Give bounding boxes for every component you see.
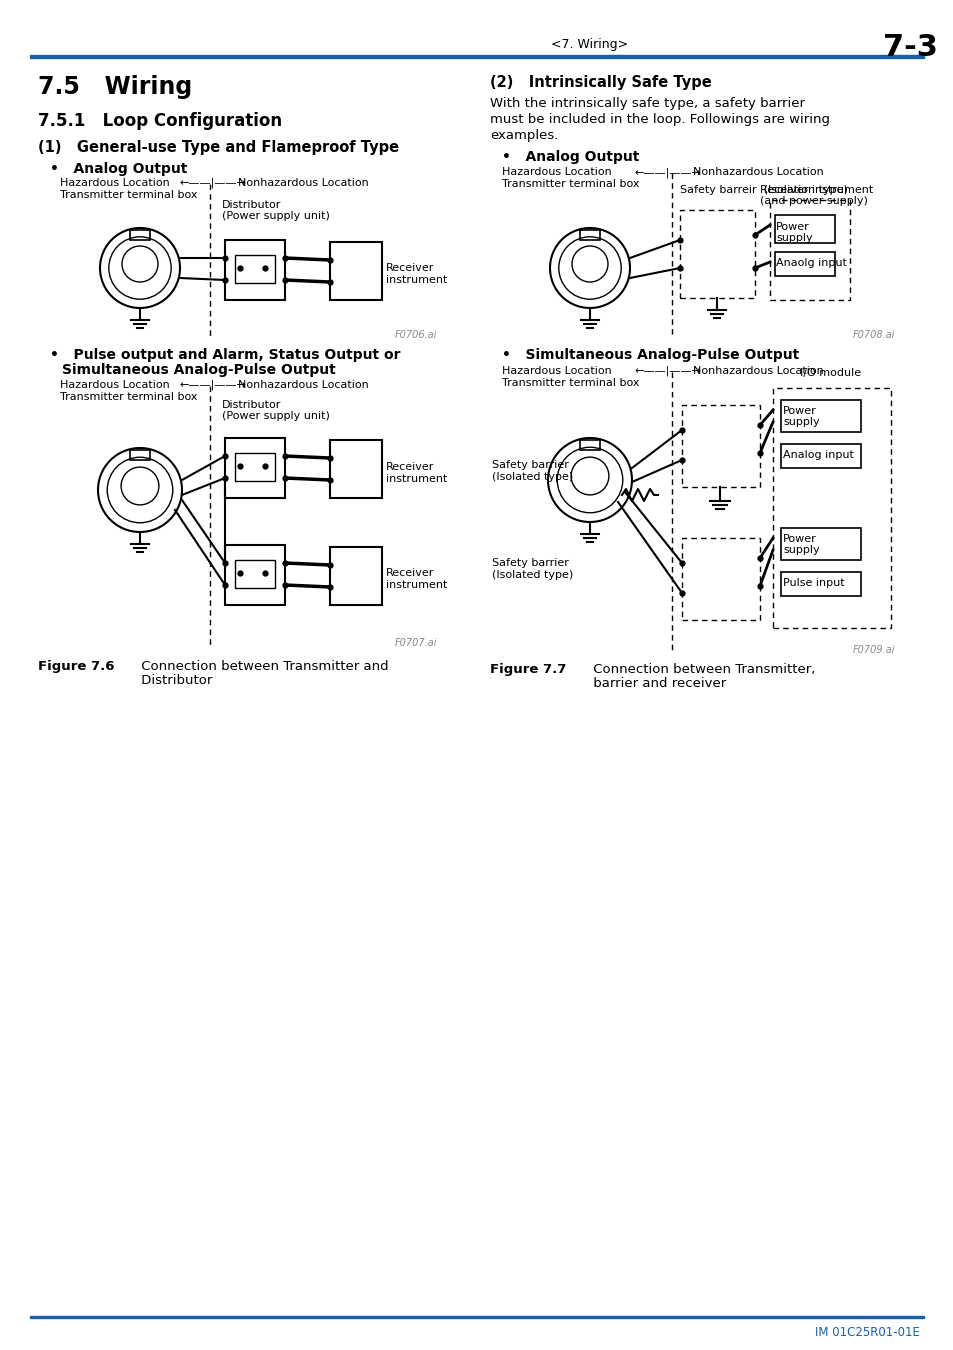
Text: Safety barrier: Safety barrier	[492, 558, 568, 568]
Text: 7-3: 7-3	[882, 32, 937, 62]
Text: ←——|——→: ←——|——→	[180, 178, 247, 189]
Bar	[225, 437, 285, 498]
Text: •   Analog Output: • Analog Output	[50, 162, 187, 176]
Text: F0708.ai: F0708.ai	[852, 329, 894, 340]
Text: instrument: instrument	[386, 580, 447, 590]
Bar	[781, 572, 861, 595]
Bar	[130, 230, 150, 240]
Text: Transmitter terminal box: Transmitter terminal box	[60, 392, 197, 402]
Bar	[681, 539, 760, 620]
Text: instrument: instrument	[386, 275, 447, 285]
Bar	[579, 230, 599, 240]
Bar	[234, 255, 274, 284]
Text: Distributor: Distributor	[120, 674, 213, 687]
Text: Figure 7.6: Figure 7.6	[38, 660, 114, 674]
Text: Nonhazardous Location: Nonhazardous Location	[692, 366, 822, 377]
Text: Pulse input: Pulse input	[782, 578, 843, 589]
Text: Hazardous Location: Hazardous Location	[501, 366, 611, 377]
Text: Distributor: Distributor	[222, 200, 281, 211]
Bar	[774, 215, 834, 243]
Text: Transmitter terminal box: Transmitter terminal box	[501, 378, 639, 387]
Bar	[225, 240, 285, 300]
Text: (Power supply unit): (Power supply unit)	[222, 211, 330, 221]
Text: Hazardous Location: Hazardous Location	[60, 379, 170, 390]
Text: •   Pulse output and Alarm, Status Output or: • Pulse output and Alarm, Status Output …	[50, 348, 400, 362]
Bar	[679, 211, 754, 298]
Text: •   Simultaneous Analog-Pulse Output: • Simultaneous Analog-Pulse Output	[501, 348, 799, 362]
Text: F0707.ai: F0707.ai	[395, 639, 437, 648]
Text: <7. Wiring>: <7. Wiring>	[551, 38, 628, 51]
Text: Power: Power	[775, 221, 809, 232]
Text: Receiver: Receiver	[386, 568, 434, 578]
Bar	[769, 200, 849, 300]
Text: Hazardous Location: Hazardous Location	[60, 178, 170, 188]
Bar	[330, 440, 381, 498]
Text: supply: supply	[775, 234, 812, 243]
Text: ←——|——→: ←——|——→	[180, 379, 247, 390]
Bar	[772, 387, 890, 628]
Text: Nonhazardous Location: Nonhazardous Location	[237, 178, 369, 188]
Text: Connection between Transmitter and: Connection between Transmitter and	[120, 660, 388, 674]
Bar	[774, 252, 834, 275]
Text: Distributor: Distributor	[222, 400, 281, 410]
Text: barrier and receiver: barrier and receiver	[572, 676, 725, 690]
Text: examples.: examples.	[490, 130, 558, 142]
Text: Nonhazardous Location: Nonhazardous Location	[237, 379, 369, 390]
Text: Simultaneous Analog-Pulse Output: Simultaneous Analog-Pulse Output	[62, 363, 335, 377]
Text: Figure 7.7: Figure 7.7	[490, 663, 566, 676]
Text: Hazardous Location: Hazardous Location	[501, 167, 611, 177]
Text: ←——|——→: ←——|——→	[635, 167, 701, 177]
Text: must be included in the loop. Followings are wiring: must be included in the loop. Followings…	[490, 113, 829, 126]
Bar	[781, 528, 861, 560]
Text: IM 01C25R01-01E: IM 01C25R01-01E	[814, 1326, 919, 1339]
Text: (Power supply unit): (Power supply unit)	[222, 410, 330, 421]
Text: Transmitter terminal box: Transmitter terminal box	[501, 180, 639, 189]
Bar	[330, 547, 381, 605]
Text: (2)   Intrinsically Safe Type: (2) Intrinsically Safe Type	[490, 76, 711, 90]
Bar	[30, 55, 923, 58]
Text: Connection between Transmitter,: Connection between Transmitter,	[572, 663, 815, 676]
Text: F0709.ai: F0709.ai	[852, 645, 894, 655]
Text: Nonhazardous Location: Nonhazardous Location	[692, 167, 822, 177]
Bar	[225, 545, 285, 605]
Text: Safety barrier: Safety barrier	[492, 460, 568, 470]
Bar	[30, 1315, 923, 1318]
Text: (Isolated type): (Isolated type)	[492, 472, 573, 482]
Text: (1)   General-use Type and Flameproof Type: (1) General-use Type and Flameproof Type	[38, 140, 398, 155]
Text: instrument: instrument	[386, 474, 447, 485]
Text: (and power supply): (and power supply)	[760, 196, 867, 207]
Bar	[234, 454, 274, 481]
Text: I/O module: I/O module	[800, 369, 861, 378]
Text: Power: Power	[782, 406, 816, 416]
Bar	[130, 450, 150, 460]
Text: Receiver: Receiver	[386, 462, 434, 472]
Text: supply: supply	[782, 545, 819, 555]
Bar	[681, 405, 760, 487]
Text: Safety barreir  (Isolation type): Safety barreir (Isolation type)	[679, 185, 847, 194]
Bar	[330, 242, 381, 300]
Text: Power: Power	[782, 535, 816, 544]
Text: 7.5.1   Loop Configuration: 7.5.1 Loop Configuration	[38, 112, 282, 130]
Text: With the intrinsically safe type, a safety barrier: With the intrinsically safe type, a safe…	[490, 97, 804, 109]
Text: ←——|——→: ←——|——→	[635, 366, 701, 377]
Text: Anaolg input: Anaolg input	[775, 258, 846, 269]
Text: Receiver: Receiver	[386, 263, 434, 273]
Text: supply: supply	[782, 417, 819, 427]
Text: F0706.ai: F0706.ai	[395, 329, 437, 340]
Text: Transmitter terminal box: Transmitter terminal box	[60, 190, 197, 200]
Text: (Isolated type): (Isolated type)	[492, 570, 573, 580]
Text: •   Analog Output: • Analog Output	[501, 150, 639, 163]
Bar	[781, 400, 861, 432]
Bar	[234, 560, 274, 589]
Bar	[579, 440, 599, 450]
Text: Receiver instrument: Receiver instrument	[760, 185, 872, 194]
Text: 7.5   Wiring: 7.5 Wiring	[38, 76, 193, 99]
Bar	[781, 444, 861, 468]
Text: Analog input: Analog input	[782, 450, 853, 460]
